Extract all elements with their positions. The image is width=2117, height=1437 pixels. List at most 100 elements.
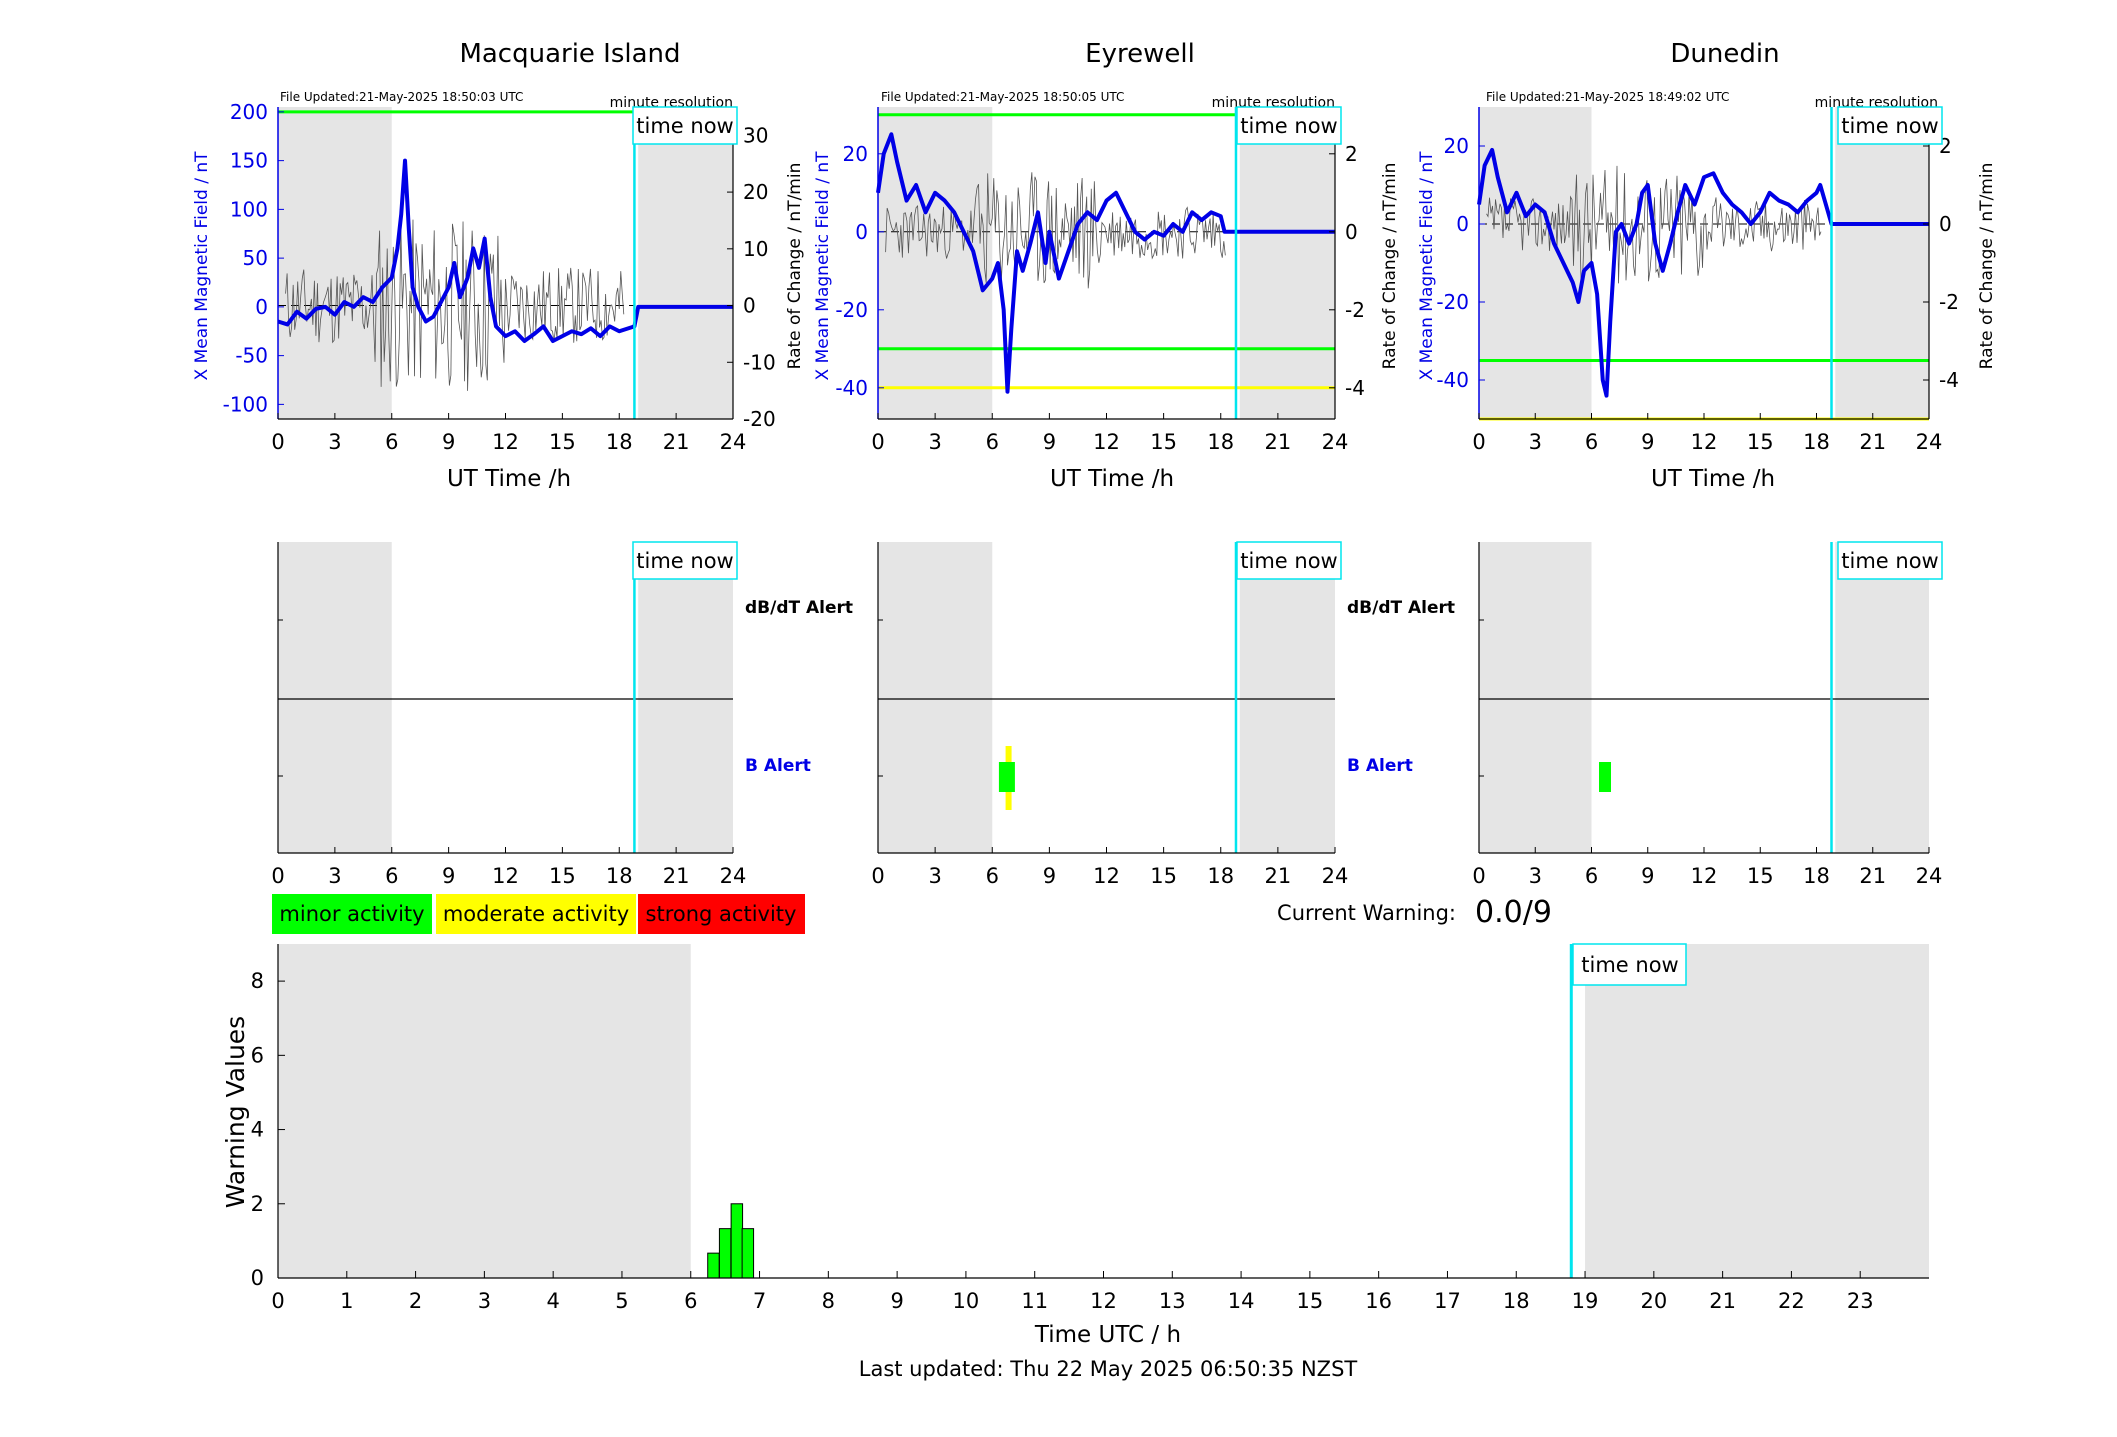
night-shading	[638, 107, 733, 419]
current-warning-label: Current Warning:	[1277, 901, 1456, 925]
current-warning-value: 0.0/9	[1475, 895, 1552, 930]
x-tick-label: 9	[1043, 864, 1056, 888]
x-tick-label: 0	[271, 1289, 284, 1313]
x-tick-label: 17	[1434, 1289, 1461, 1313]
x-tick-label: 6	[385, 430, 398, 454]
legend-strong-swatch	[638, 894, 805, 934]
x-tick-label: 22	[1778, 1289, 1805, 1313]
current-warning: Current Warning: 0.0/9	[1277, 895, 1552, 930]
legend-moderate-swatch	[436, 894, 636, 934]
x-tick-label: 14	[1228, 1289, 1255, 1313]
x-tick-label: 19	[1572, 1289, 1599, 1313]
x-tick-label: 12	[1691, 864, 1718, 888]
right-tick-label: 30	[743, 123, 768, 147]
activity-legend: minor activity moderate activity strong …	[272, 894, 805, 934]
right-tick-label: 10	[743, 237, 768, 261]
legend-strong-label: strong activity	[646, 902, 797, 926]
night-shading	[878, 542, 993, 853]
x-tick-label: 3	[328, 430, 341, 454]
left-tick-label: -40	[1436, 368, 1469, 392]
dbdt-alert-label: dB/dT Alert	[745, 598, 853, 618]
left-tick-label: 20	[1444, 134, 1469, 158]
night-shading	[278, 107, 392, 419]
x-tick-label: 15	[549, 430, 576, 454]
x-tick-label: 12	[492, 430, 519, 454]
night-shading	[278, 944, 691, 1278]
warning-bar	[707, 1252, 720, 1279]
time-now-box: time now	[1236, 106, 1342, 145]
x-tick-label: 21	[1859, 864, 1886, 888]
right-tick-label: 0	[743, 294, 756, 318]
right-tick-label: 2	[1345, 142, 1358, 166]
x-tick-label: 6	[1585, 430, 1598, 454]
left-tick-label: -20	[835, 298, 868, 322]
time-now-box: time now	[632, 106, 738, 145]
mean-field-series	[1477, 147, 1929, 398]
x-tick-label: 3	[928, 864, 941, 888]
alert-labels: dB/dT Alert B Alert dB/dT Alert B Alert	[745, 598, 1455, 776]
x-tick-label: 2	[409, 1289, 422, 1313]
x-tick-label: 9	[1043, 430, 1056, 454]
x-tick-label: 12	[492, 864, 519, 888]
x-tick-label: 6	[684, 1289, 697, 1313]
right-tick-label: -4	[1939, 368, 1959, 392]
left-tick-label: -40	[835, 376, 868, 400]
x-tick-label: 20	[1640, 1289, 1667, 1313]
x-tick-label: 0	[871, 864, 884, 888]
warning-time-now-box: time now	[1572, 943, 1687, 986]
panel-title: Eyrewell	[1085, 39, 1195, 69]
left-tick-label: 150	[230, 149, 268, 173]
night-shading	[1835, 542, 1929, 853]
time-now-label: time now	[1240, 114, 1337, 138]
legend-moderate-label: moderate activity	[443, 902, 629, 926]
time-now-label: time now	[636, 549, 733, 573]
x-tick-label: 15	[1747, 430, 1774, 454]
night-shading	[1835, 107, 1929, 419]
time-now-label: time now	[636, 114, 733, 138]
x-tick-label: 21	[663, 864, 690, 888]
file-updated-label: File Updated:21-May-2025 18:50:03 UTC	[280, 90, 523, 104]
x-tick-label: 0	[271, 864, 284, 888]
left-tick-label: 200	[230, 100, 268, 124]
rate-of-change-series	[885, 172, 1226, 289]
time-now-label: time now	[1581, 953, 1678, 977]
night-shading	[1239, 542, 1335, 853]
x-tick-label: 12	[1093, 864, 1120, 888]
b-alert-label: B Alert	[1347, 756, 1413, 776]
x-tick-label: 13	[1159, 1289, 1186, 1313]
night-shading	[1479, 542, 1592, 853]
x-tick-label: 18	[1207, 430, 1234, 454]
alert-time-now-boxes: time now time now time now	[632, 541, 1943, 580]
x-axis-label: UT Time /h	[1651, 466, 1775, 492]
x-tick-label: 21	[1859, 430, 1886, 454]
legend-minor-swatch	[272, 894, 432, 934]
time-now-box: time now	[1837, 106, 1943, 145]
x-tick-label: 24	[1916, 430, 1943, 454]
right-tick-label: -2	[1939, 290, 1959, 314]
x-tick-label: 24	[720, 864, 747, 888]
panel-title: Dunedin	[1670, 39, 1779, 69]
x-axis-label: UT Time /h	[1050, 466, 1174, 492]
panel-eyrewell: Eyrewell File Updated:21-May-2025 18:50:…	[813, 39, 1400, 492]
panel-title: Macquarie Island	[459, 39, 680, 69]
y-tick-label: 2	[251, 1192, 264, 1216]
right-ylabel: Rate of Change / nT/min	[1977, 163, 1997, 370]
y-tick-label: 0	[251, 1266, 264, 1290]
right-tick-label: 0	[1345, 220, 1358, 244]
night-shading	[1479, 107, 1592, 419]
right-tick-label: -20	[743, 407, 776, 431]
x-tick-label: 3	[478, 1289, 491, 1313]
last-updated-footer: Last updated: Thu 22 May 2025 06:50:35 N…	[859, 1357, 1358, 1381]
right-tick-label: -4	[1345, 376, 1365, 400]
x-tick-label: 24	[720, 430, 747, 454]
x-tick-label: 18	[1803, 430, 1830, 454]
x-tick-label: 18	[1207, 864, 1234, 888]
x-tick-label: 15	[549, 864, 576, 888]
warning-bar	[741, 1228, 755, 1279]
x-tick-label: 6	[986, 864, 999, 888]
file-updated-label: File Updated:21-May-2025 18:50:05 UTC	[881, 90, 1124, 104]
x-tick-label: 3	[1529, 864, 1542, 888]
